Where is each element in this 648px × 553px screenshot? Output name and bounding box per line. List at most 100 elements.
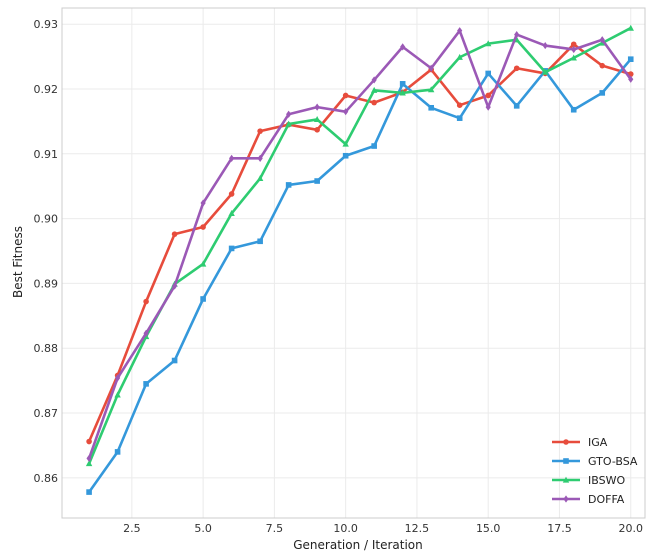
y-tick-label: 0.89 bbox=[34, 277, 59, 290]
y-tick-label: 0.92 bbox=[34, 83, 59, 96]
data-point-ibswo bbox=[456, 53, 463, 60]
data-point-iga bbox=[599, 62, 606, 69]
data-point-ibswo bbox=[228, 210, 235, 217]
data-point-gto-bsa bbox=[485, 70, 492, 77]
y-tick-label: 0.93 bbox=[34, 18, 59, 31]
x-tick-label: 17.5 bbox=[547, 522, 572, 535]
data-point-doffa bbox=[428, 64, 434, 72]
data-point-doffa bbox=[343, 108, 349, 116]
data-point-gto-bsa bbox=[570, 106, 577, 113]
x-tick-label: 20.0 bbox=[618, 522, 643, 535]
legend-swatch-marker bbox=[563, 458, 569, 464]
x-tick-label: 7.5 bbox=[266, 522, 284, 535]
data-point-gto-bsa bbox=[513, 103, 520, 109]
data-point-ibswo bbox=[399, 89, 406, 96]
data-point-ibswo bbox=[370, 86, 378, 93]
data-point-gto-bsa bbox=[143, 381, 149, 387]
y-tick-label: 0.88 bbox=[34, 342, 59, 355]
legend-label: IBSWO bbox=[588, 474, 625, 487]
data-point-gto-bsa bbox=[399, 81, 406, 87]
data-point-doffa bbox=[143, 329, 149, 337]
data-point-doffa bbox=[86, 454, 92, 462]
plot-area bbox=[61, 7, 646, 519]
data-point-doffa bbox=[400, 43, 406, 51]
x-tick-label: 12.5 bbox=[405, 522, 430, 535]
data-point-doffa bbox=[542, 41, 548, 50]
data-point-gto-bsa bbox=[86, 489, 92, 495]
data-point-gto-bsa bbox=[114, 449, 121, 455]
data-point-gto-bsa bbox=[285, 182, 292, 188]
legend-swatch-marker bbox=[563, 439, 569, 445]
data-point-gto-bsa bbox=[627, 56, 634, 62]
data-point-ibswo bbox=[199, 260, 207, 267]
legend-item-iga: IGA bbox=[552, 436, 608, 449]
y-tick-label: 0.87 bbox=[34, 407, 59, 420]
y-tick-labels: 0.86 0.87 0.88 0.89 0.90 0.91 0.92 0.93 bbox=[34, 18, 59, 485]
plot-background bbox=[62, 8, 645, 518]
data-point-doffa bbox=[599, 36, 605, 44]
data-point-doffa bbox=[172, 282, 178, 290]
data-point-ibswo bbox=[627, 24, 634, 31]
data-point-iga bbox=[342, 92, 349, 99]
legend-item-ibswo: IBSWO bbox=[552, 474, 625, 487]
legend-label: IGA bbox=[588, 436, 608, 449]
data-point-iga bbox=[456, 102, 463, 109]
data-point-gto-bsa bbox=[314, 178, 320, 184]
x-tick-labels: 2.5 5.0 7.5 10.0 12.5 15.0 17.5 20.0 bbox=[123, 522, 643, 535]
data-point-iga bbox=[485, 92, 492, 99]
data-point-ibswo bbox=[570, 54, 577, 61]
x-tick-label: 5.0 bbox=[194, 522, 212, 535]
data-point-gto-bsa bbox=[228, 245, 235, 252]
series-layer bbox=[85, 24, 634, 495]
data-point-gto-bsa bbox=[257, 238, 263, 245]
data-point-gto-bsa bbox=[371, 143, 377, 149]
legend-swatch-marker bbox=[562, 476, 570, 483]
data-point-doffa bbox=[457, 27, 463, 35]
y-axis-label: Best Fitness bbox=[11, 226, 25, 298]
data-point-iga bbox=[143, 298, 149, 305]
y-tick-label: 0.86 bbox=[34, 472, 59, 485]
data-point-ibswo bbox=[256, 175, 264, 182]
data-point-ibswo bbox=[313, 116, 321, 123]
series-line-iga bbox=[87, 42, 632, 443]
x-tick-label: 15.0 bbox=[476, 522, 501, 535]
series-line-gto-bsa bbox=[88, 58, 632, 493]
data-point-doffa bbox=[314, 103, 320, 111]
data-point-iga bbox=[570, 41, 577, 48]
data-point-doffa bbox=[628, 75, 634, 83]
data-point-gto-bsa bbox=[428, 104, 434, 111]
data-point-ibswo bbox=[542, 68, 549, 75]
data-point-doffa bbox=[485, 103, 491, 111]
legend-swatch-marker bbox=[563, 495, 569, 503]
legend-item-doffa: DOFFA bbox=[552, 493, 625, 506]
data-point-doffa bbox=[514, 30, 520, 39]
legend: IGA GTO-BSA IBSWO DOFFA bbox=[552, 436, 638, 506]
data-point-doffa bbox=[371, 76, 377, 84]
y-tick-label: 0.90 bbox=[34, 213, 59, 226]
data-point-ibswo bbox=[342, 140, 349, 147]
data-point-ibswo bbox=[114, 391, 121, 398]
data-point-gto-bsa bbox=[456, 115, 463, 121]
x-tick-label: 2.5 bbox=[123, 522, 141, 535]
data-point-doffa bbox=[257, 154, 263, 162]
data-point-ibswo bbox=[427, 86, 435, 93]
data-point-ibswo bbox=[85, 460, 93, 467]
data-point-doffa bbox=[229, 154, 235, 162]
plot-frame bbox=[61, 7, 646, 519]
series-gto-bsa bbox=[86, 56, 634, 495]
series-line-ibswo bbox=[87, 26, 632, 465]
data-point-doffa bbox=[286, 110, 292, 118]
data-point-ibswo bbox=[485, 40, 492, 47]
data-point-iga bbox=[86, 438, 92, 445]
legend-label: DOFFA bbox=[588, 493, 625, 506]
data-point-iga bbox=[257, 128, 263, 134]
x-tick-label: 10.0 bbox=[333, 522, 358, 535]
legend-label: GTO-BSA bbox=[588, 455, 638, 468]
series-line-doffa bbox=[87, 29, 632, 459]
data-point-iga bbox=[200, 224, 206, 230]
legend-item-gto-bsa: GTO-BSA bbox=[552, 455, 638, 468]
x-axis-label: Generation / Iteration bbox=[293, 538, 423, 552]
data-point-doffa bbox=[114, 374, 121, 382]
data-point-gto-bsa bbox=[200, 296, 206, 302]
